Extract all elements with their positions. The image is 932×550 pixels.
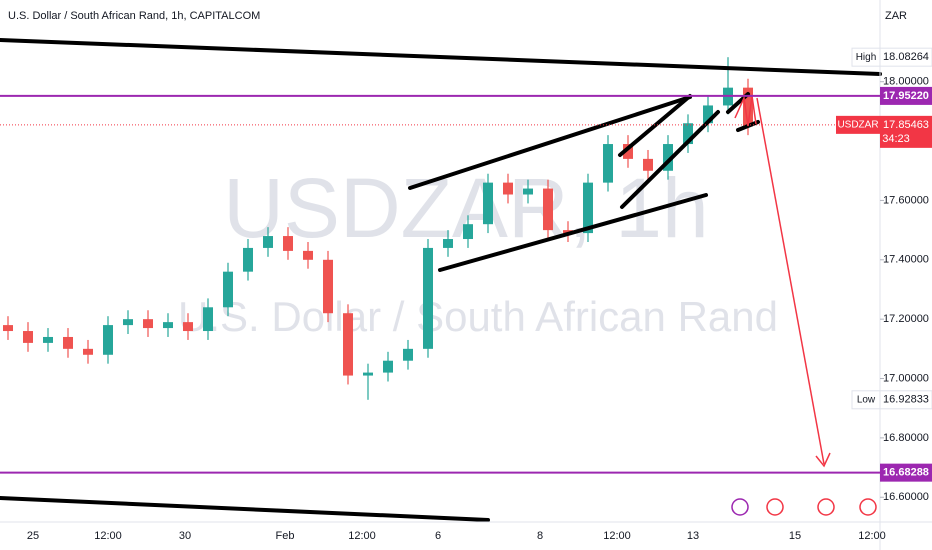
zigzag [734, 95, 757, 127]
candle-body [3, 325, 13, 332]
candle-body [503, 182, 513, 195]
candle-body [463, 224, 473, 240]
candle-body [743, 87, 753, 127]
high-name: High [856, 52, 877, 63]
candles [3, 57, 753, 400]
price-level-tag [880, 463, 932, 482]
candle-body [583, 182, 593, 234]
low-name: Low [857, 394, 876, 405]
candle-body [483, 182, 493, 225]
channel-line [620, 110, 720, 209]
candle-body [103, 325, 113, 355]
candle-body [383, 360, 393, 373]
candle-body [543, 188, 553, 231]
chart-title: U.S. Dollar / South African Rand, 1h, CA… [8, 10, 260, 22]
forecast-arrow [756, 97, 825, 465]
event-icon [859, 498, 877, 516]
candle-body [63, 336, 73, 349]
candle-body [43, 336, 53, 343]
candle-body [83, 348, 93, 355]
countdown: 34:23 [882, 133, 910, 145]
candle-body [523, 188, 533, 195]
event-icon [766, 498, 784, 516]
candle-body [603, 144, 613, 183]
candle-body [123, 319, 133, 326]
candle-body [343, 313, 353, 376]
candle-body [263, 236, 273, 248]
x-tick-label: 12:00 [348, 530, 376, 542]
low-value-tag [879, 390, 932, 410]
event-icons [731, 498, 877, 516]
candle-body [663, 144, 673, 171]
candle-body [223, 271, 233, 308]
candle-body [623, 144, 633, 159]
candle-body [283, 236, 293, 251]
candle-body [423, 247, 433, 349]
candle-body [703, 105, 713, 124]
candle-body [643, 158, 653, 171]
x-tick-label: 15 [789, 530, 801, 542]
low-value: 16.92833 [883, 394, 929, 406]
watermark: USDZAR, 1h [223, 161, 708, 255]
high-value: 18.08264 [883, 51, 929, 63]
y-tick-label: 18.00000 [883, 76, 929, 88]
x-tick-label: 12:00 [94, 530, 122, 542]
candle-body [163, 322, 173, 329]
price-level-label: 16.68288 [883, 467, 929, 479]
candle-body [183, 322, 193, 332]
candle-body [243, 247, 253, 272]
x-tick-label: 30 [179, 530, 191, 542]
candle-body [683, 123, 693, 145]
last-price-label: 17.85463 [883, 119, 929, 131]
channel-line [618, 94, 692, 157]
x-tick-label: Feb [276, 530, 295, 542]
event-icon [731, 498, 749, 516]
candle-body [403, 348, 413, 361]
channel-line [438, 193, 708, 272]
trendline [0, 38, 882, 76]
candle-body [203, 307, 213, 332]
symbol-label: USDZAR [837, 119, 878, 130]
trendline [0, 496, 490, 522]
candle-body [23, 331, 33, 343]
arrow-head [815, 452, 831, 468]
price-level-label: 17.95220 [883, 90, 929, 102]
symbol-tag [836, 115, 880, 134]
candle-body [143, 319, 153, 329]
x-tick-label: 25 [27, 530, 39, 542]
x-tick-label: 13 [687, 530, 699, 542]
x-tick-label: 12:00 [603, 530, 631, 542]
price-level-tag [880, 86, 932, 105]
channel-line [408, 95, 692, 190]
currency: ZAR [885, 10, 907, 22]
y-tick-label: 17.60000 [883, 194, 929, 206]
y-tick-label: 17.00000 [883, 372, 929, 384]
candle-body [323, 259, 333, 314]
x-tick-label: 12:00 [858, 530, 886, 542]
candle-body [303, 250, 313, 260]
candle-body [363, 372, 373, 376]
y-tick-label: 17.20000 [883, 313, 929, 325]
drawings [0, 38, 882, 522]
y-tick-label: 16.80000 [883, 432, 929, 444]
y-tick-label: 17.40000 [883, 254, 929, 266]
watermark-subtitle: U.S. Dollar / South African Rand [178, 293, 778, 340]
high-value-tag [879, 47, 932, 67]
candle-body [563, 230, 573, 234]
last-price-tag [880, 115, 932, 148]
flag-line [726, 92, 750, 114]
x-tick-label: 6 [435, 530, 441, 542]
x-tick-label: 8 [537, 530, 543, 542]
event-icon [817, 498, 835, 516]
y-tick-label: 16.60000 [883, 491, 929, 503]
candle-body [443, 239, 453, 248]
